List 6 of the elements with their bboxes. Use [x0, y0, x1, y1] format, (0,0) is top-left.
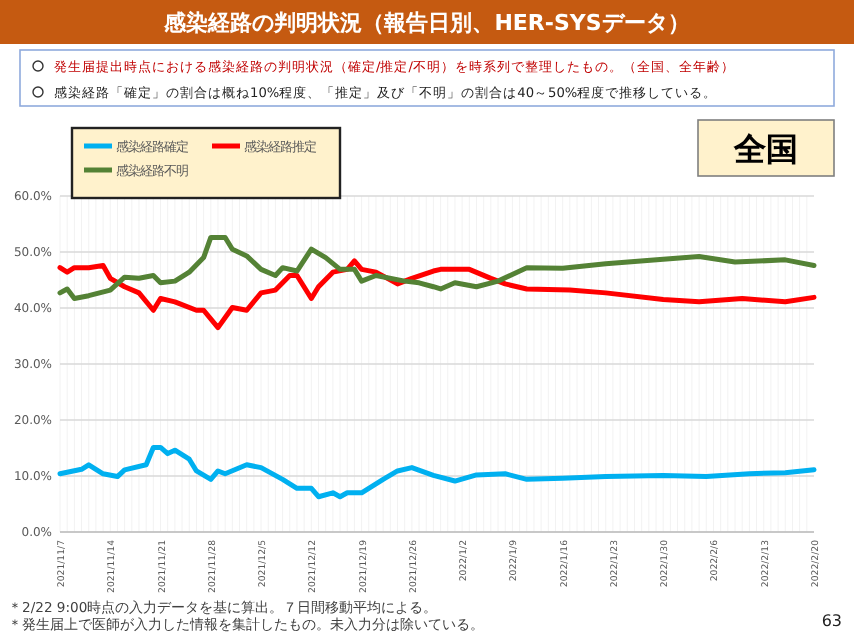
- line-series: [57, 234, 817, 301]
- line-series: [57, 258, 817, 331]
- text: 全国: [732, 130, 798, 168]
- chart-title: 感染経路の判明状況（報告日別、HER-SYSデータ）: [162, 10, 690, 36]
- text: 63: [821, 612, 842, 630]
- line-series: [57, 444, 817, 500]
